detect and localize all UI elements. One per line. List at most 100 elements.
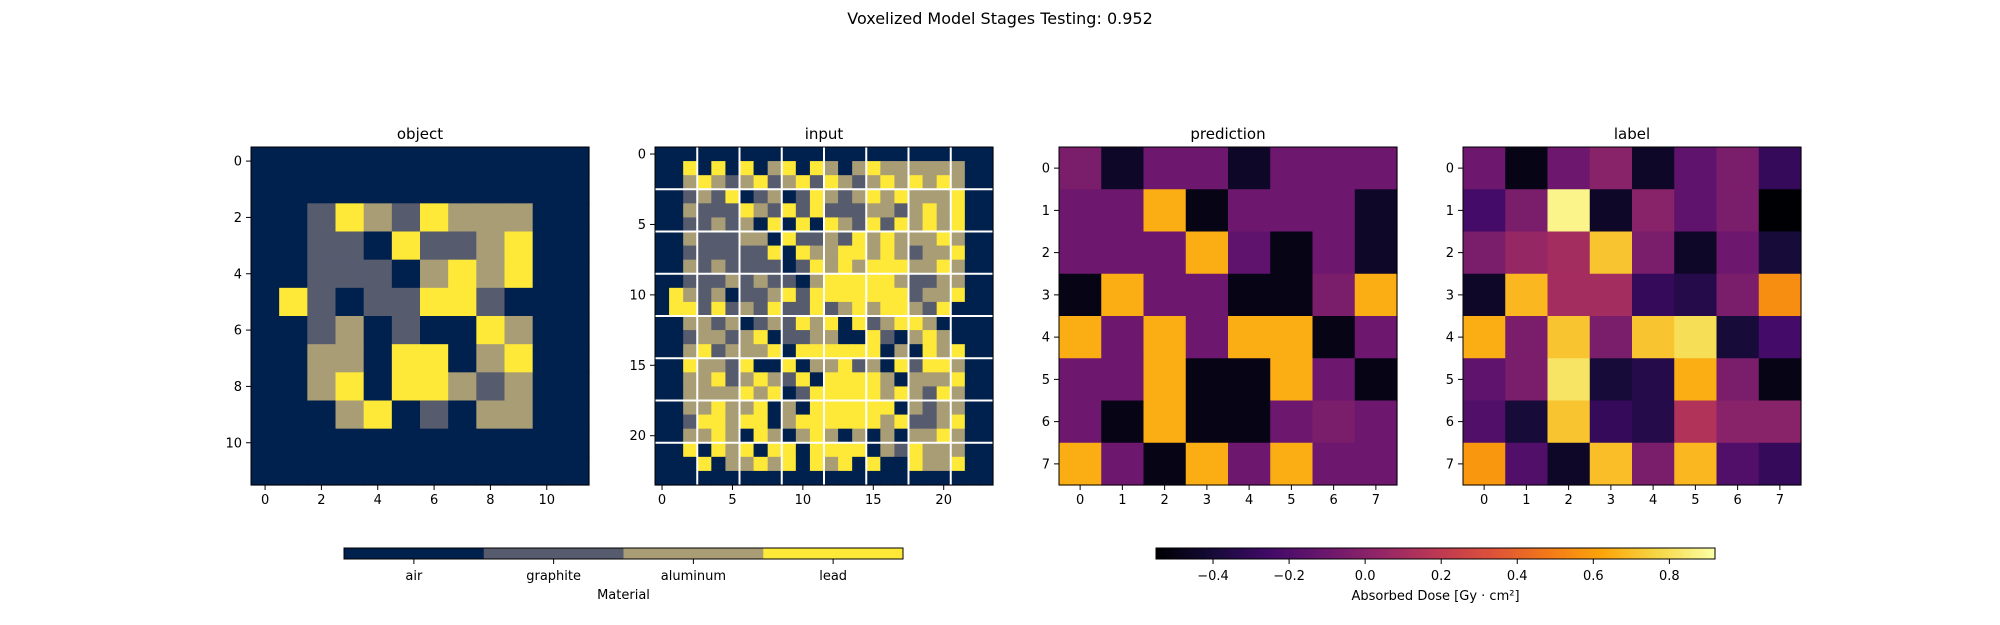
heatmap-cell xyxy=(560,428,590,458)
dose-gradient-step xyxy=(1609,548,1614,559)
y-tick-label: 10 xyxy=(629,288,646,303)
heatmap-cell xyxy=(739,358,755,373)
dose-gradient-step xyxy=(1497,548,1502,559)
dose-gradient-step xyxy=(1174,548,1179,559)
x-tick-label: 4 xyxy=(1245,493,1253,508)
heatmap-cell xyxy=(669,386,684,402)
heatmap-cell xyxy=(251,400,280,430)
heatmap-cell xyxy=(908,372,924,388)
heatmap-cell xyxy=(391,147,421,176)
heatmap-cell xyxy=(335,147,365,176)
heatmap-cell xyxy=(809,428,825,444)
heatmap-cell xyxy=(1716,231,1760,275)
heatmap-cell xyxy=(894,456,910,472)
heatmap-cell xyxy=(880,442,896,458)
dose-gradient-step xyxy=(1553,548,1558,559)
dose-gradient-step xyxy=(1556,548,1561,559)
heatmap-cell xyxy=(739,175,755,190)
dose-gradient-step xyxy=(1388,548,1393,559)
heatmap-cell xyxy=(852,161,867,176)
heatmap-cell xyxy=(251,316,280,345)
heatmap-cell xyxy=(866,245,881,261)
heatmap-cell xyxy=(1674,189,1718,233)
dose-gradient-step xyxy=(1224,548,1229,559)
dose-gradient-step xyxy=(1711,548,1716,559)
dose-gradient-step xyxy=(1199,548,1204,559)
dose-gradient-step xyxy=(1404,548,1409,559)
heatmap-cell xyxy=(824,245,839,261)
heatmap-cell xyxy=(1674,358,1718,402)
heatmap-cell xyxy=(683,470,698,486)
heatmap-cell xyxy=(964,414,980,430)
heatmap-cell xyxy=(838,161,853,176)
dose-gradient-step xyxy=(1373,548,1378,559)
heatmap-cell xyxy=(824,428,839,444)
heatmap-cell xyxy=(697,470,712,486)
heatmap-cell xyxy=(1270,273,1314,317)
heatmap-cell xyxy=(1632,189,1675,233)
heatmap-cell xyxy=(739,428,755,444)
heatmap-cell xyxy=(1059,189,1102,233)
heatmap-cell xyxy=(767,316,783,331)
dose-gradient-step xyxy=(1180,548,1185,559)
heatmap-cell xyxy=(655,358,670,373)
heatmap-cell xyxy=(711,301,727,317)
heatmap-cell xyxy=(922,330,938,345)
panel-prediction: prediction 0 1 2 3 4 5 6 7 0 1 2 3 4 5 6 7 xyxy=(1042,125,1398,508)
heatmap-cell xyxy=(950,470,966,486)
heatmap-cell xyxy=(767,161,783,176)
dose-gradient-step xyxy=(1177,548,1182,559)
heatmap-cell xyxy=(420,259,449,289)
dose-gradient-step xyxy=(1665,548,1670,559)
dose-gradient-step xyxy=(1326,548,1331,559)
heatmap-cell xyxy=(1228,189,1271,233)
heatmap-cell xyxy=(978,358,994,373)
heatmap-cell xyxy=(809,147,825,162)
heatmap-cell xyxy=(669,273,684,289)
heatmap-cell xyxy=(1354,442,1398,486)
heatmap-cell xyxy=(1547,231,1591,275)
dose-gradient-step xyxy=(1311,548,1315,559)
heatmap-cell xyxy=(795,259,811,275)
heatmap-cell xyxy=(711,231,727,247)
heatmap-cell xyxy=(683,217,698,233)
heatmap-cell xyxy=(476,147,506,176)
heatmap-cell xyxy=(363,344,393,373)
heatmap-cell xyxy=(753,400,769,416)
dose-gradient-step xyxy=(1454,548,1458,559)
x-tick-label: 5 xyxy=(1691,493,1699,508)
dose-gradient-step xyxy=(1283,548,1288,559)
heatmap-cell xyxy=(1185,358,1229,402)
heatmap-cell xyxy=(251,259,280,289)
heatmap-cell xyxy=(476,259,506,289)
heatmap-cell xyxy=(1101,273,1145,317)
y-tick-label: 3 xyxy=(1042,288,1050,303)
heatmap-cell xyxy=(753,372,769,388)
heatmap-cell xyxy=(824,231,839,247)
heatmap-cell xyxy=(866,301,881,317)
heatmap-cell xyxy=(739,330,755,345)
heatmap-cell xyxy=(950,428,966,444)
x-tick-label: 10 xyxy=(538,493,555,508)
heatmap-cell xyxy=(655,442,670,458)
heatmap-cell xyxy=(420,400,449,430)
heatmap-cell xyxy=(1354,189,1398,233)
panel-input: input 0 5 10 15 20 0 5 10 15 20 xyxy=(629,125,994,508)
heatmap-cell xyxy=(824,301,839,317)
heatmap-cell xyxy=(711,414,727,430)
dose-gradient-step xyxy=(1547,548,1552,559)
heatmap-cell xyxy=(655,273,670,289)
heatmap-cell xyxy=(476,344,506,373)
heatmap-cell xyxy=(683,358,698,373)
heatmap-cell xyxy=(894,161,910,176)
heatmap-cell xyxy=(1059,273,1102,317)
heatmap-cell xyxy=(978,442,994,458)
heatmap-cell xyxy=(964,344,980,359)
heatmap-cell xyxy=(950,358,966,373)
dose-gradient-step xyxy=(1348,548,1353,559)
heatmap-cell xyxy=(251,344,280,373)
heatmap-cell xyxy=(1185,231,1229,275)
heatmap-cell xyxy=(391,259,421,289)
heatmap-cell xyxy=(964,217,980,233)
heatmap-cell xyxy=(711,273,727,289)
